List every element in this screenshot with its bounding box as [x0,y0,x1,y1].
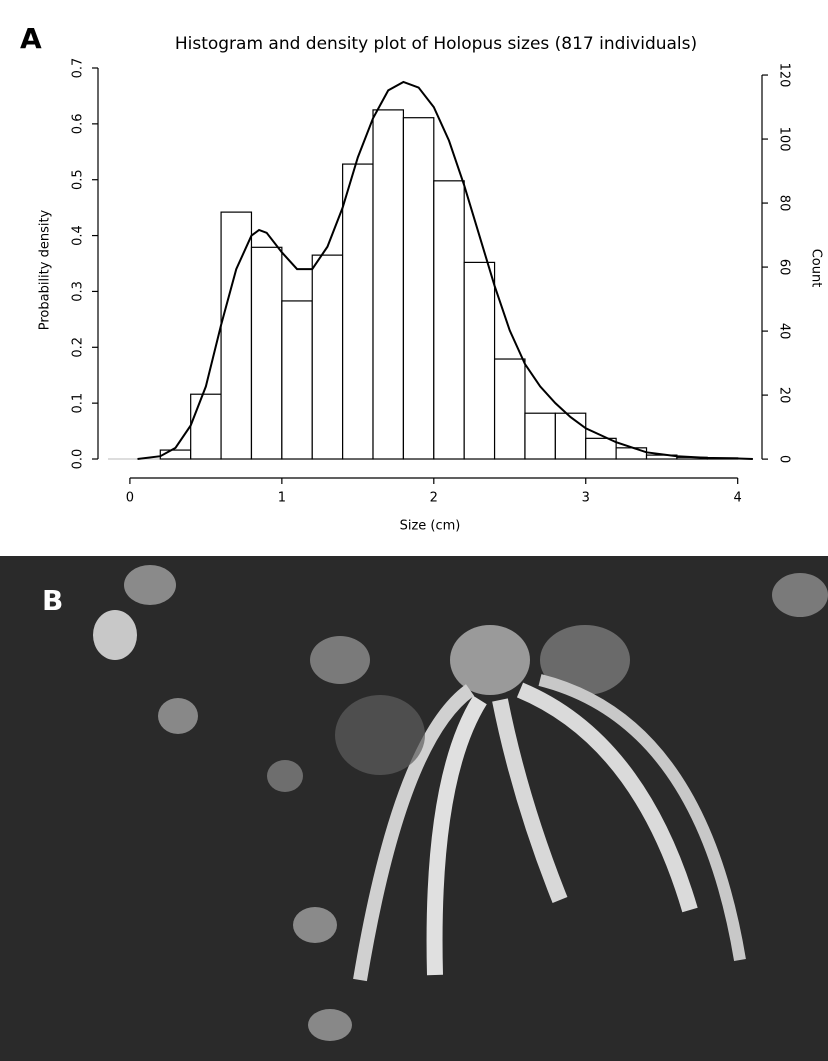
y-tick-label: 0.4 [71,225,86,246]
histogram-bar [281,300,313,460]
x-axis-label: Size (cm) [400,519,461,534]
x-tick-label: 1 [278,491,286,506]
histogram-bar [402,117,435,460]
x-tick-label: 2 [430,491,438,506]
histogram-bar [463,261,496,460]
x-tick-label: 0 [126,491,134,506]
y2-tick-label: 100 [777,127,792,152]
histogram-bar [372,109,405,460]
x-tick-label: 4 [734,491,742,506]
histogram-bar [493,358,526,460]
chart-title: Histogram and density plot of Holopus si… [175,34,697,54]
histogram-bar [433,180,465,460]
y-tick-label: 0.2 [71,337,86,358]
histogram-bar [585,437,617,460]
y-tick-label: 0.7 [71,58,86,79]
histogram-bar [554,412,587,460]
photo [0,556,828,1061]
y2-tick-label: 0 [777,455,792,463]
panel-label: B [42,584,63,617]
y2-tick-label: 120 [777,63,792,88]
y-axis-label: Probability density [38,209,53,330]
histogram-bar [342,163,374,460]
y2-tick-label: 20 [777,387,792,404]
x-tick-label: 3 [582,491,590,506]
histogram-bar [524,412,556,460]
y2-tick-label: 40 [777,323,792,340]
y2-tick-label: 60 [777,259,792,276]
histogram-bar [220,211,253,460]
y2-tick-label: 80 [777,195,792,212]
y-tick-label: 0.0 [71,449,86,470]
y2-axis-label: Count [809,249,824,288]
y-tick-label: 0.1 [71,393,86,414]
histogram-bar [250,246,283,460]
y-tick-label: 0.6 [71,114,86,135]
histogram-bar [311,254,344,460]
panel-label: A [20,22,42,55]
y-tick-label: 0.5 [71,169,86,190]
density-line [137,80,753,461]
histogram-bar [190,393,222,460]
y-tick-label: 0.3 [71,281,86,302]
histogram-bar [615,447,648,460]
